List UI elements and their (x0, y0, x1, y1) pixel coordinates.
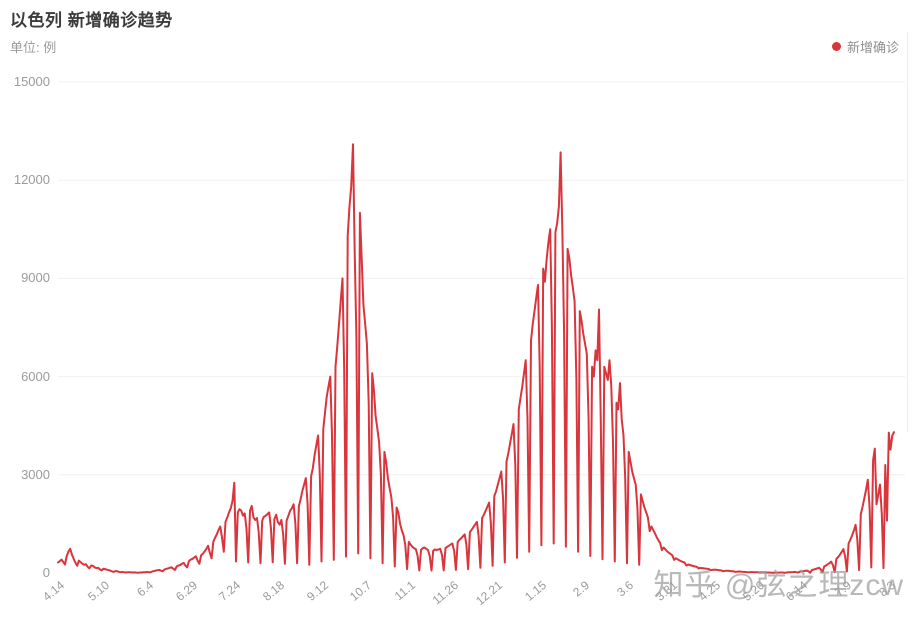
gridlines (58, 81, 905, 476)
series-line (57, 143, 895, 574)
y-tick-label: 6000 (21, 369, 50, 384)
legend-label: 新增确诊 (846, 40, 899, 55)
y-tick-label: 15000 (13, 74, 50, 89)
chart-title: 以色列 新增确诊趋势 (10, 11, 173, 30)
y-tick-label: 0 (42, 565, 50, 580)
y-tick-label: 9000 (21, 270, 50, 285)
unit-label: 单位: 例 (10, 40, 57, 55)
legend-item-new-confirmed[interactable]: 新增确诊 (831, 37, 899, 56)
y-tick-label: 12000 (13, 172, 50, 187)
page-edge-line (907, 32, 908, 432)
y-tick-label: 3000 (21, 467, 50, 482)
legend-dot-icon (831, 42, 841, 51)
